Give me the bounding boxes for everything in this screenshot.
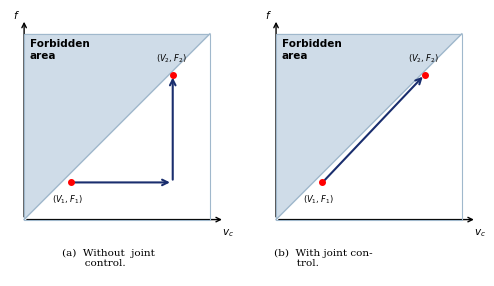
Text: Forbidden
area: Forbidden area (30, 39, 89, 61)
Polygon shape (276, 34, 462, 220)
Text: $v_c$: $v_c$ (474, 227, 487, 239)
Polygon shape (24, 34, 210, 220)
Text: $(V_2,F_2)$: $(V_2,F_2)$ (408, 53, 438, 65)
Bar (276, 34, 462, 220)
Text: (a)  Without  joint
       control.: (a) Without joint control. (62, 249, 155, 268)
Text: Forbidden
area: Forbidden area (282, 39, 341, 61)
Text: $f$: $f$ (265, 9, 272, 21)
Text: $(V_2,F_2)$: $(V_2,F_2)$ (156, 53, 186, 65)
Text: (b)  With joint con-
       trol.: (b) With joint con- trol. (274, 249, 373, 268)
Text: $(V_1,F_1)$: $(V_1,F_1)$ (51, 194, 82, 206)
Polygon shape (24, 34, 210, 220)
Text: $(V_1,F_1)$: $(V_1,F_1)$ (303, 194, 334, 206)
Text: $v_c$: $v_c$ (222, 227, 235, 239)
Polygon shape (276, 34, 462, 220)
Bar (24, 34, 210, 220)
Text: $f$: $f$ (13, 9, 20, 21)
